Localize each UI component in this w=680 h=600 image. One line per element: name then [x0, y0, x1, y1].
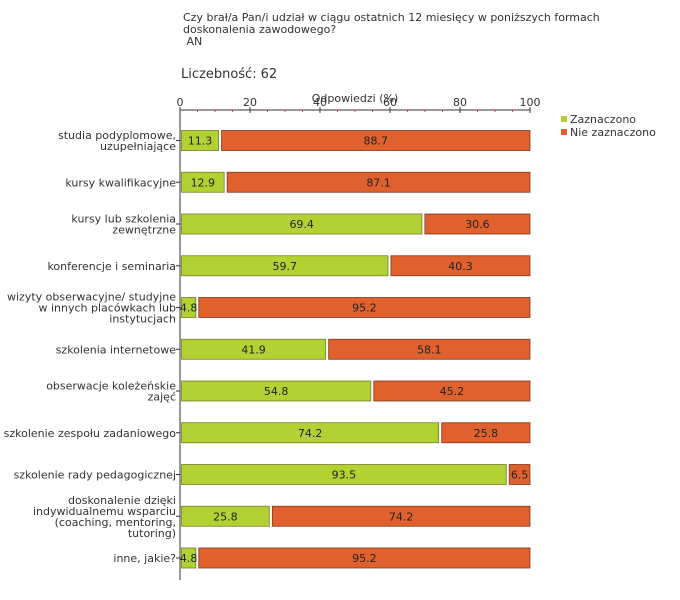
- bar-nie-zaznaczono: [390, 255, 531, 277]
- bar-zaznaczono: [181, 213, 423, 235]
- bar-label-nie-zaznaczono: 87.1: [366, 176, 391, 189]
- bar-nie-zaznaczono: [271, 505, 531, 527]
- bar-zaznaczono: [181, 464, 507, 485]
- legend-label: Nie zaznaczono: [570, 126, 656, 139]
- category-label: kursy lub szkolenia zewnętrzne: [71, 213, 176, 237]
- bar-nie-zaznaczono: [221, 130, 531, 151]
- x-tick-label: 40: [313, 96, 327, 109]
- legend-swatch: [561, 129, 567, 135]
- bar-nie-zaznaczono: [373, 380, 531, 402]
- bar-label-zaznaczono: 4.8: [180, 302, 198, 315]
- bar-nie-zaznaczono: [198, 297, 531, 318]
- x-tick-label: 80: [453, 96, 467, 109]
- bar-label-zaznaczono: 25.8: [213, 510, 238, 523]
- bar-label-zaznaczono: 54.8: [264, 385, 289, 398]
- bar-label-zaznaczono: 74.2: [298, 427, 323, 440]
- category-label: studia podyplomowe, uzupełniające: [58, 129, 176, 153]
- bar-zaznaczono: [181, 422, 440, 444]
- category-label: szkolenie rady pedagogicznej: [14, 469, 176, 482]
- question-text: Czy brał/a Pan/i udział w ciągu ostatnic…: [183, 12, 613, 48]
- bar-zaznaczono: [181, 130, 219, 151]
- bar-zaznaczono: [181, 505, 270, 527]
- bar-label-nie-zaznaczono: 74.2: [389, 510, 414, 523]
- question-line-2: doskonalenia zawodowego?: [183, 23, 337, 36]
- legend-swatch: [561, 116, 567, 122]
- category-label: szkolenia internetowe: [56, 343, 177, 356]
- bar-zaznaczono: [181, 338, 327, 360]
- bar-label-zaznaczono: 69.4: [289, 218, 314, 231]
- sample-size-value: 62: [260, 67, 278, 82]
- bar-label-zaznaczono: 11.3: [188, 135, 213, 148]
- bar-label-zaznaczono: 93.5: [332, 469, 357, 482]
- category-label: kursy kwalifikacyjne: [65, 176, 176, 189]
- category-label: szkolenie zespołu zadaniowego: [4, 427, 177, 440]
- bar-label-nie-zaznaczono: 25.8: [474, 427, 499, 440]
- sample-size: Liczebność: 62: [181, 67, 277, 82]
- bar-nie-zaznaczono: [328, 338, 531, 360]
- question-line-1: Czy brał/a Pan/i udział w ciągu ostatnic…: [183, 11, 600, 24]
- x-axis: 0 20 40 60 80 100: [177, 96, 541, 580]
- bar-nie-zaznaczono: [424, 213, 531, 235]
- bar-nie-zaznaczono: [198, 547, 531, 569]
- question-line-3: AN: [183, 35, 203, 48]
- bar-zaznaczono: [181, 380, 372, 402]
- bars: 11.3 88.7 12.9 87.1 69.4 30.6 59.7 40.3 4.8 95.2 4…: [180, 130, 531, 569]
- bar-nie-zaznaczono: [508, 464, 531, 485]
- x-tick-label: 0: [177, 96, 184, 109]
- category-label: inne, jakie?: [113, 552, 176, 565]
- legend-label: Zaznaczono: [570, 113, 636, 126]
- bar-label-zaznaczono: 4.8: [180, 552, 198, 565]
- category-label: obserwacje koleżeńskie zajęć: [46, 380, 176, 404]
- bar-zaznaczono: [181, 171, 225, 193]
- sample-size-label: Liczebność:: [181, 67, 257, 82]
- bar-label-zaznaczono: 41.9: [241, 343, 266, 356]
- x-tick-label: 60: [383, 96, 397, 109]
- category-labels: studia podyplomowe, uzupełniające kursy kw…: [4, 129, 180, 565]
- category-label: konferencje i seminaria: [47, 260, 176, 273]
- bar-label-nie-zaznaczono: 6.5: [511, 469, 529, 482]
- x-tick-label: 20: [243, 96, 257, 109]
- axis-title: Odpowiedzi (%): [312, 92, 399, 105]
- bar-label-nie-zaznaczono: 45.2: [440, 385, 465, 398]
- bar-label-nie-zaznaczono: 30.6: [465, 218, 490, 231]
- bar-label-nie-zaznaczono: 95.2: [352, 302, 377, 315]
- x-tick-label: 100: [520, 96, 541, 109]
- bar-label-zaznaczono: 12.9: [191, 176, 216, 189]
- bar-nie-zaznaczono: [226, 171, 531, 193]
- bar-nie-zaznaczono: [441, 422, 531, 444]
- bar-label-nie-zaznaczono: 88.7: [364, 135, 389, 148]
- bar-zaznaczono: [181, 547, 197, 569]
- bar-label-zaznaczono: 59.7: [272, 260, 297, 273]
- category-label: wizyty obserwacyjne/ studyjne w innych pl…: [7, 291, 176, 326]
- category-label: doskonalenie dzięki indywidualnemu wsparc…: [33, 494, 176, 540]
- bar-label-nie-zaznaczono: 40.3: [448, 260, 473, 273]
- bar-zaznaczono: [181, 255, 389, 277]
- bar-label-nie-zaznaczono: 95.2: [352, 552, 377, 565]
- bar-zaznaczono: [181, 297, 197, 318]
- bar-label-nie-zaznaczono: 58.1: [417, 343, 442, 356]
